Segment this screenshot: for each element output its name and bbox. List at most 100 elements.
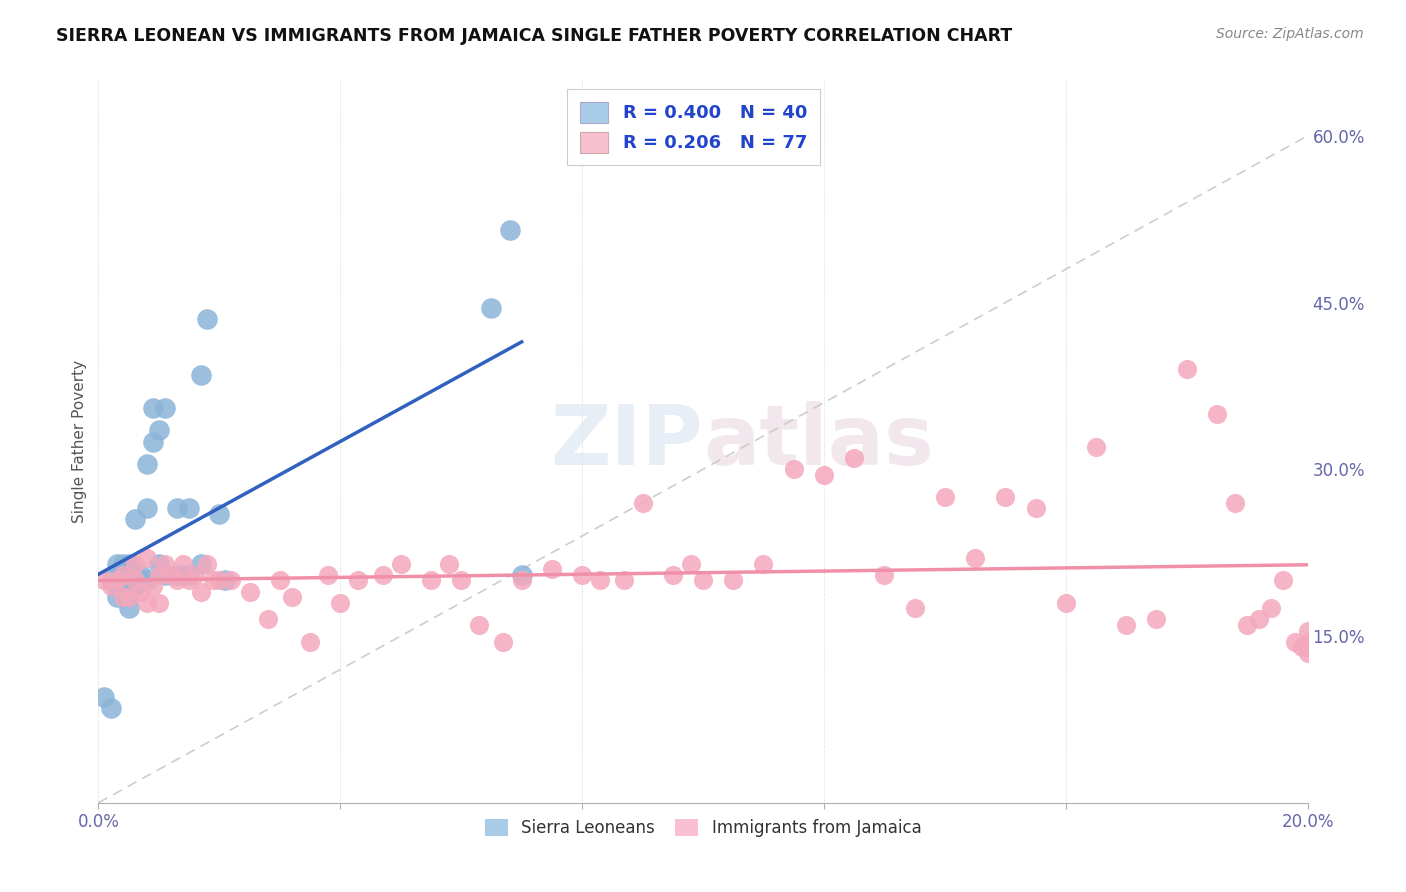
- Point: [100, 574, 122, 588]
- Text: ZIP: ZIP: [551, 401, 703, 482]
- Point: [179, 574, 201, 588]
- Point: [142, 579, 165, 593]
- Point: [934, 490, 956, 504]
- Text: Source: ZipAtlas.com: Source: ZipAtlas.com: [1216, 27, 1364, 41]
- Point: [450, 574, 472, 588]
- Point: [202, 574, 225, 588]
- Point: [129, 584, 152, 599]
- Point: [420, 574, 443, 588]
- Point: [510, 568, 533, 582]
- Point: [135, 551, 157, 566]
- Point: [135, 501, 157, 516]
- Point: [111, 568, 134, 582]
- Point: [124, 574, 146, 588]
- Point: [1206, 407, 1229, 421]
- Point: [540, 562, 562, 576]
- Point: [347, 574, 370, 588]
- Point: [965, 551, 987, 566]
- Point: [118, 584, 141, 599]
- Point: [111, 584, 134, 599]
- Point: [1223, 496, 1246, 510]
- Point: [118, 601, 141, 615]
- Point: [1272, 574, 1295, 588]
- Point: [148, 424, 170, 438]
- Point: [166, 574, 188, 588]
- Point: [239, 584, 262, 599]
- Point: [172, 568, 194, 582]
- Point: [105, 590, 128, 604]
- Point: [221, 574, 243, 588]
- Point: [661, 568, 683, 582]
- Point: [124, 557, 146, 571]
- Point: [1054, 596, 1077, 610]
- Point: [437, 557, 460, 571]
- Point: [1296, 646, 1319, 660]
- Point: [389, 557, 412, 571]
- Point: [844, 451, 866, 466]
- Point: [118, 557, 141, 571]
- Legend: Sierra Leoneans, Immigrants from Jamaica: Sierra Leoneans, Immigrants from Jamaica: [477, 810, 929, 845]
- Point: [105, 579, 128, 593]
- Point: [142, 401, 165, 416]
- Point: [631, 496, 654, 510]
- Point: [1296, 640, 1319, 655]
- Point: [179, 501, 201, 516]
- Point: [111, 562, 134, 576]
- Point: [135, 457, 157, 471]
- Point: [679, 557, 702, 571]
- Point: [813, 467, 835, 482]
- Point: [1260, 601, 1282, 615]
- Point: [1024, 501, 1046, 516]
- Point: [208, 507, 231, 521]
- Point: [783, 462, 806, 476]
- Point: [148, 557, 170, 571]
- Point: [190, 584, 212, 599]
- Point: [129, 568, 152, 582]
- Point: [498, 223, 520, 237]
- Point: [166, 568, 188, 582]
- Point: [1085, 440, 1108, 454]
- Point: [190, 368, 212, 382]
- Point: [93, 574, 115, 588]
- Y-axis label: Single Father Poverty: Single Father Poverty: [72, 360, 87, 523]
- Point: [1175, 362, 1198, 376]
- Point: [142, 434, 165, 449]
- Point: [100, 579, 122, 593]
- Point: [118, 590, 141, 604]
- Point: [1284, 634, 1306, 648]
- Point: [135, 574, 157, 588]
- Point: [100, 701, 122, 715]
- Point: [166, 501, 188, 516]
- Point: [135, 596, 157, 610]
- Point: [148, 568, 170, 582]
- Point: [184, 568, 207, 582]
- Point: [93, 690, 115, 705]
- Point: [148, 596, 170, 610]
- Point: [371, 568, 394, 582]
- Point: [492, 634, 515, 648]
- Point: [105, 574, 128, 588]
- Point: [256, 612, 278, 626]
- Point: [160, 568, 183, 582]
- Point: [1296, 624, 1319, 638]
- Point: [589, 574, 612, 588]
- Point: [1296, 634, 1319, 648]
- Point: [190, 557, 212, 571]
- Point: [316, 568, 339, 582]
- Point: [510, 574, 533, 588]
- Point: [752, 557, 775, 571]
- Point: [153, 557, 176, 571]
- Point: [195, 312, 218, 326]
- Point: [269, 574, 291, 588]
- Point: [1236, 618, 1258, 632]
- Point: [118, 568, 141, 582]
- Point: [124, 512, 146, 526]
- Point: [111, 590, 134, 604]
- Point: [195, 557, 218, 571]
- Point: [904, 601, 927, 615]
- Point: [613, 574, 636, 588]
- Point: [179, 568, 201, 582]
- Point: [124, 579, 146, 593]
- Point: [281, 590, 304, 604]
- Point: [129, 574, 152, 588]
